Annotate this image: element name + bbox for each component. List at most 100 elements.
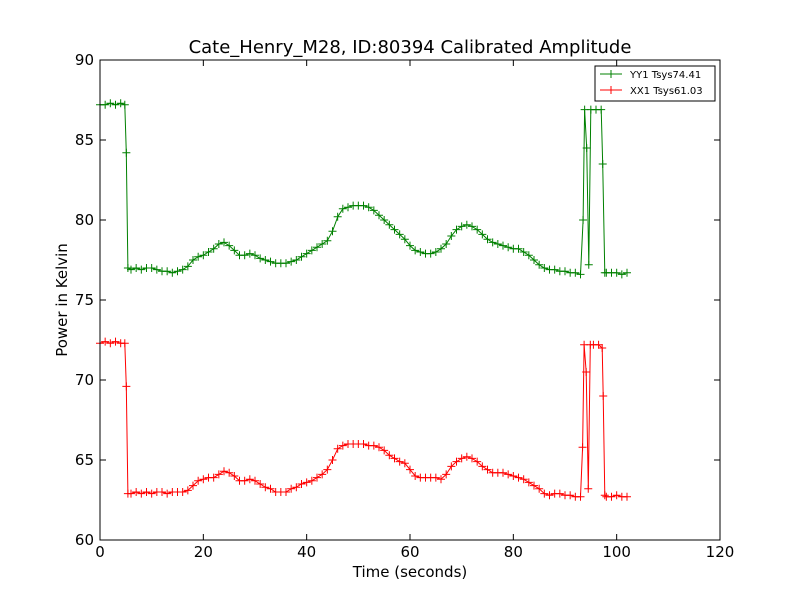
data-point-0-16 xyxy=(168,268,177,277)
series-0 xyxy=(96,99,631,279)
data-point-1-73 xyxy=(462,452,471,461)
data-point-1-55 xyxy=(369,441,378,450)
data-point-1-102 xyxy=(594,340,603,349)
legend-box xyxy=(594,65,716,102)
data-point-1-30 xyxy=(240,476,249,485)
data-point-1-53 xyxy=(359,440,368,448)
data-point-0-18 xyxy=(178,265,187,274)
data-point-0-49 xyxy=(338,204,347,213)
data-point-1-56 xyxy=(375,443,383,452)
data-point-1-83 xyxy=(514,473,523,482)
data-point-0-2 xyxy=(106,99,115,108)
data-point-0-76 xyxy=(478,230,487,239)
series-1 xyxy=(96,337,631,501)
data-point-1-40 xyxy=(292,483,301,492)
data-point-0-59 xyxy=(390,225,399,234)
data-point-0-92 xyxy=(561,267,569,276)
data-point-0-71 xyxy=(452,225,461,234)
data-point-0-44 xyxy=(313,243,321,252)
data-point-0-30 xyxy=(240,251,249,260)
data-point-0-27 xyxy=(225,241,234,250)
data-point-1-32 xyxy=(251,476,259,485)
data-point-0-1 xyxy=(101,100,110,109)
data-point-1-80 xyxy=(499,468,507,477)
data-point-1-87 xyxy=(535,484,544,493)
data-point-0-85 xyxy=(524,251,533,260)
data-point-1-22 xyxy=(199,475,208,484)
data-point-0-83 xyxy=(514,244,523,253)
data-point-0-109 xyxy=(623,268,631,277)
data-point-1-42 xyxy=(302,478,311,487)
data-point-1-85 xyxy=(524,478,533,487)
data-point-1-46 xyxy=(323,465,332,474)
data-point-0-57 xyxy=(380,216,389,224)
data-point-0-32 xyxy=(251,251,259,260)
data-point-1-99 xyxy=(584,484,593,493)
data-point-1-60 xyxy=(395,457,404,466)
data-point-1-49 xyxy=(338,441,347,450)
data-point-1-67 xyxy=(431,473,440,482)
data-point-0-94 xyxy=(571,268,580,277)
legend-entry-0: YY1 Tsys74.41 xyxy=(600,70,701,81)
data-point-0-48 xyxy=(333,212,342,221)
x-tick-label-3: 60 xyxy=(400,543,419,561)
y-tick-label-0: 60 xyxy=(75,531,94,549)
data-point-0-15 xyxy=(163,267,172,276)
data-point-1-14 xyxy=(158,488,166,496)
data-point-0-103 xyxy=(598,160,607,168)
data-point-1-69 xyxy=(442,470,451,479)
y-tick-label-6: 90 xyxy=(75,51,94,69)
data-point-1-25 xyxy=(214,470,223,479)
data-point-0-96 xyxy=(579,216,588,224)
data-point-1-105 xyxy=(600,491,609,500)
data-point-1-77 xyxy=(483,465,492,474)
data-point-1-20 xyxy=(189,481,197,490)
data-point-0-53 xyxy=(359,201,368,210)
data-point-1-110 xyxy=(623,492,631,501)
data-point-0-56 xyxy=(375,211,383,220)
data-point-0-39 xyxy=(287,257,296,266)
data-point-0-33 xyxy=(256,254,265,263)
data-point-1-104 xyxy=(599,392,608,400)
data-point-0-10 xyxy=(137,265,146,274)
legend-entries: YY1 Tsys74.41 XX1 Tsys61.03 xyxy=(600,70,703,97)
data-point-1-95 xyxy=(576,492,585,501)
data-point-1-15 xyxy=(163,489,172,498)
data-point-1-33 xyxy=(256,480,265,488)
data-point-0-55 xyxy=(369,206,378,215)
x-tick-label-0: 0 xyxy=(95,543,105,561)
data-point-0-78 xyxy=(488,238,497,247)
data-point-0-22 xyxy=(199,251,208,260)
data-point-1-21 xyxy=(194,476,203,485)
data-point-1-96 xyxy=(578,443,587,452)
x-tick-label-6: 120 xyxy=(706,543,735,561)
x-tick-label-4: 80 xyxy=(504,543,523,561)
data-point-0-84 xyxy=(519,248,528,256)
data-point-1-3 xyxy=(111,337,120,346)
data-point-1-6 xyxy=(122,382,131,391)
data-point-1-18 xyxy=(178,488,187,496)
data-point-0-70 xyxy=(447,232,456,240)
x-tick-label-1: 20 xyxy=(194,543,213,561)
data-point-0-86 xyxy=(530,256,538,264)
data-point-0-12 xyxy=(147,264,156,272)
legend-entry-1: XX1 Tsys61.03 xyxy=(600,86,703,97)
data-point-1-72 xyxy=(457,454,466,463)
data-point-0-107 xyxy=(612,268,621,277)
data-point-0-47 xyxy=(328,227,337,236)
data-point-1-41 xyxy=(297,480,306,488)
data-point-1-5 xyxy=(120,339,129,348)
data-point-1-44 xyxy=(313,473,321,482)
data-point-0-6 xyxy=(122,148,131,157)
data-point-1-84 xyxy=(519,475,528,484)
y-axis-label: Power in Kelvin xyxy=(53,243,71,357)
data-point-1-74 xyxy=(468,454,476,463)
data-point-0-42 xyxy=(302,249,311,258)
data-point-0-31 xyxy=(245,249,254,258)
data-point-0-79 xyxy=(493,240,502,248)
data-point-0-81 xyxy=(504,243,513,252)
data-point-1-103 xyxy=(598,344,607,352)
data-point-1-75 xyxy=(473,457,482,466)
y-tick-label-3: 75 xyxy=(75,291,94,309)
